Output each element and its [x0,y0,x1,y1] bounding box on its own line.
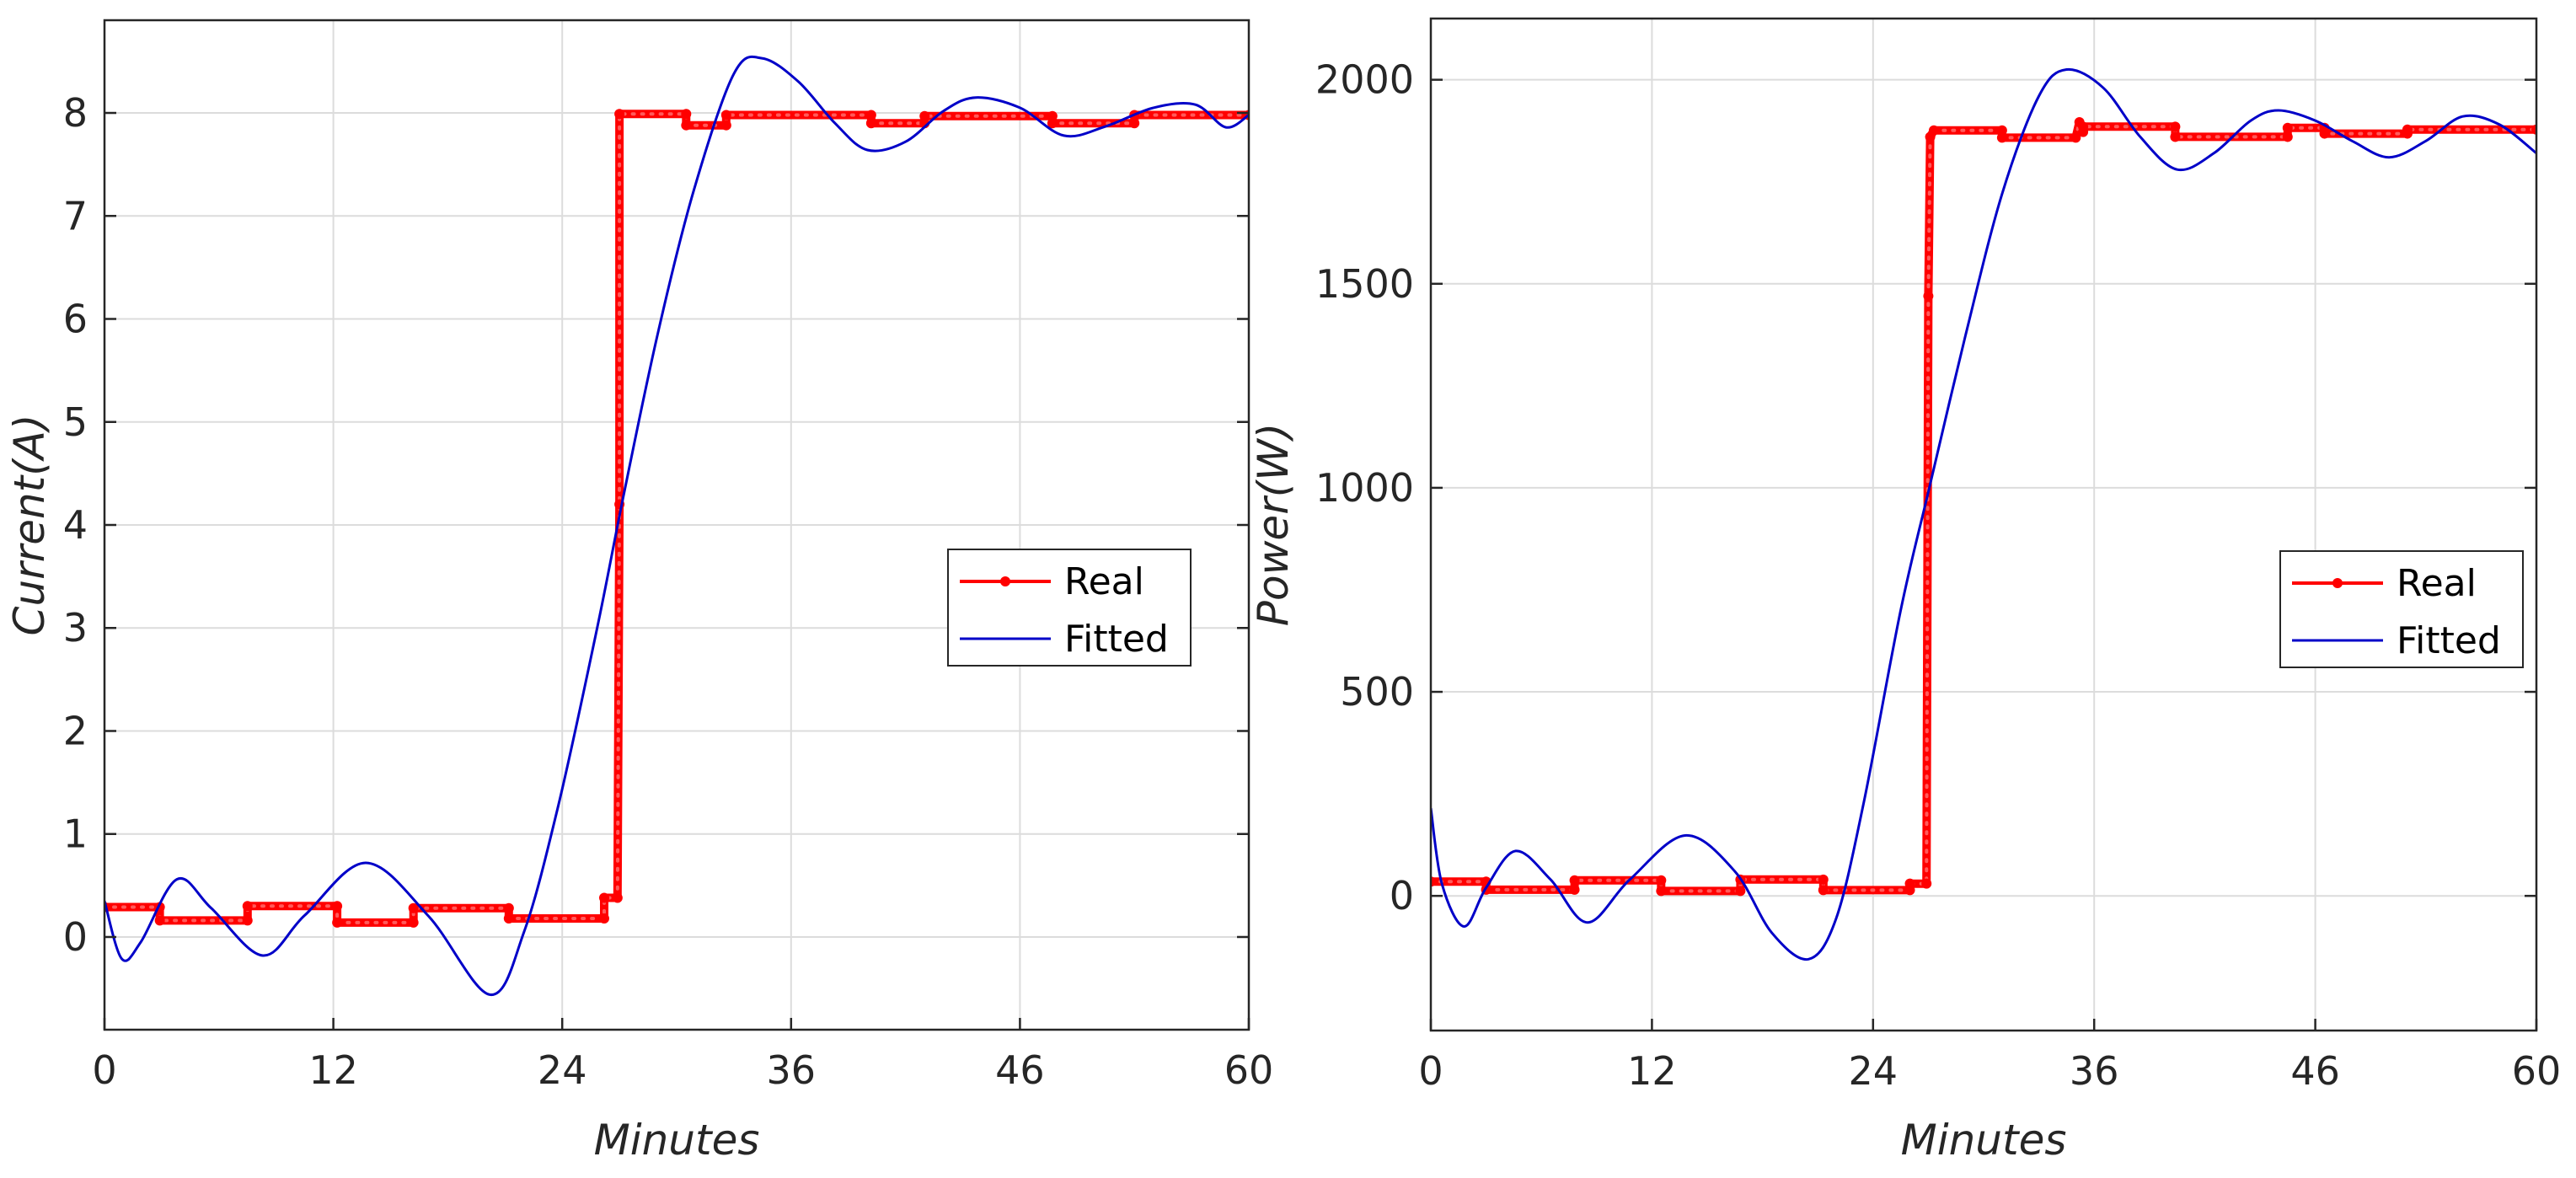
x-axis-label: Minutes [594,1116,760,1165]
y-tick-label: 2 [63,708,88,753]
y-tick-label: 0 [63,914,88,960]
axes-box [1429,17,2538,1032]
legend-label-fitted: Fitted [1064,618,1169,661]
data-point-real [919,110,930,121]
data-point-real [1129,118,1140,129]
x-tick-label: 0 [92,1047,116,1093]
x-tick-label: 12 [1627,1048,1677,1094]
data-point-real [2170,121,2181,132]
data-point-real [332,917,343,928]
legend-label-fitted: Fitted [2397,619,2501,662]
data-point-real [503,913,514,924]
data-point-real [242,915,253,926]
legend-label-real: Real [2397,562,2477,605]
y-tick-label: 5 [63,399,88,445]
y-tick-label: 6 [63,297,88,342]
x-tick-label: 12 [308,1047,358,1093]
y-tick-label: 0 [1390,873,1414,918]
data-point-real [1047,118,1058,129]
x-tick-label: 60 [2512,1048,2562,1094]
legend-box [947,549,1192,667]
data-point-real [1569,875,1580,886]
data-point-real [681,120,692,131]
data-point-real [1818,885,1829,896]
data-point-real [408,917,419,928]
data-point-real [1921,878,1932,889]
series-group [1431,67,2536,961]
data-point-real [1923,291,1934,302]
data-point-real [1431,876,1436,887]
y-tick-label: 3 [63,605,88,651]
data-point-real [598,913,609,924]
legend-marker-real [2332,578,2343,588]
y-axis-label: Current(A) [5,415,54,636]
data-point-real [2319,128,2330,139]
y-axis-label: Power(W) [1249,423,1298,626]
plot-area [1431,19,2536,1031]
data-point-real [1928,125,1939,136]
data-point-real [2070,132,2081,143]
y-tick-label: 7 [63,193,88,238]
series-line-fitted [1431,67,2536,961]
data-point-real [1996,125,2007,136]
x-tick-label: 36 [767,1047,817,1093]
y-tick-label: 1000 [1315,465,1414,511]
series-group [104,55,1249,996]
data-point-real [1904,878,1915,889]
x-tick-label: 24 [1849,1048,1899,1094]
x-tick-label: 36 [2070,1048,2119,1094]
legend-box [2279,550,2524,668]
data-point-real [503,902,514,913]
data-point-real [1656,875,1667,886]
data-point-real [1047,110,1058,121]
chart-2: 0 12 24 36 46 60 0 500 1000 1500 2000 Minutes Power(… [1249,17,2562,1165]
data-point-real [681,109,692,120]
data-point-real [865,118,876,129]
data-point-real [1996,132,2007,143]
y-tick-label: 1500 [1315,261,1414,307]
y-tick-label: 500 [1340,669,1414,715]
x-tick-label: 46 [2290,1048,2340,1094]
y-tick-label: 1 [63,811,88,857]
data-point-real [865,110,876,120]
data-point-real [1656,886,1667,897]
y-tick-label: 8 [63,90,88,136]
data-point-real [1818,874,1829,885]
legend-marker-real [1000,576,1010,586]
data-point-real [720,110,731,120]
x-tick-label: 60 [1224,1047,1274,1093]
series-line-fitted [104,55,1249,996]
y-tick-label: 4 [63,502,88,548]
series-dots-real [104,112,1249,924]
data-point-real [612,892,623,903]
x-tick-label: 24 [538,1047,587,1093]
legend-label-real: Real [1064,560,1144,603]
data-point-real [154,915,165,926]
data-point-real [720,120,731,131]
data-point-real [2282,122,2293,133]
data-point-real [2402,124,2413,135]
data-point-real [598,892,609,903]
data-point-real [1735,886,1746,897]
legend: Real Fitted [2279,550,2524,668]
legend: Real Fitted [947,549,1192,667]
data-point-real [408,902,419,913]
x-axis-label: Minutes [1901,1116,2067,1165]
data-point-real [2282,131,2293,142]
data-point-real [332,901,343,912]
data-point-real [1569,884,1580,895]
data-point-real [614,109,625,120]
data-point-real [2170,131,2181,142]
x-tick-label: 46 [995,1047,1045,1093]
x-tick-label: 0 [1418,1048,1443,1094]
data-point-real [2078,121,2089,132]
data-point-real [242,901,253,912]
data-point-real [2531,124,2536,135]
y-tick-label: 2000 [1315,57,1414,103]
